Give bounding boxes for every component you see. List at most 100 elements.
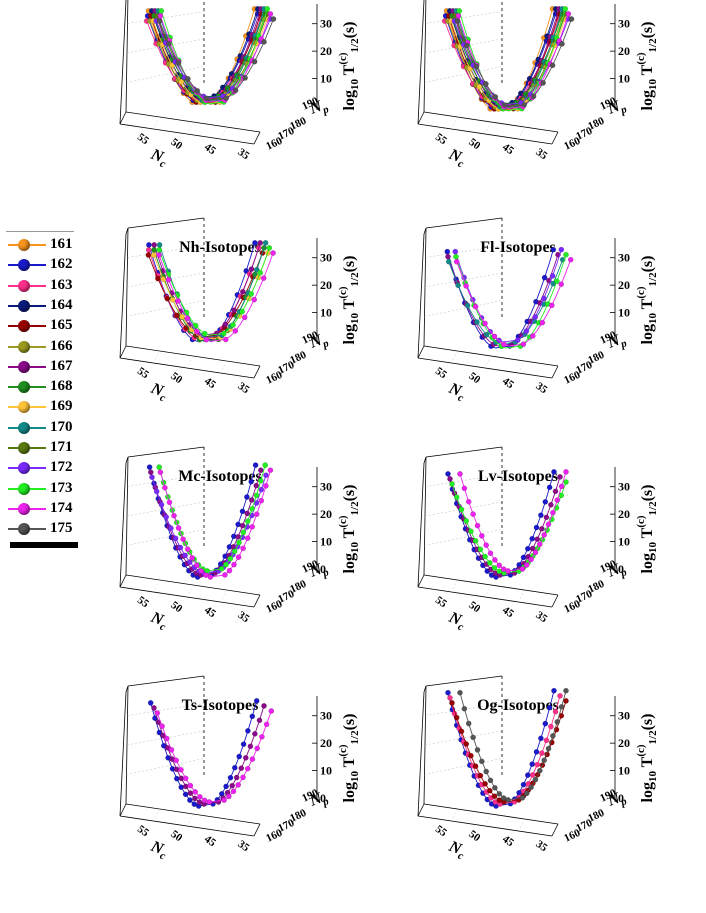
z-label-part: T (639, 527, 656, 542)
x-tick-label: 35 (236, 838, 252, 854)
z-tick-label: 10 (618, 535, 630, 549)
series-point (257, 467, 264, 474)
series-point (171, 512, 177, 519)
x-tick-label: 45 (500, 604, 516, 620)
x-tick-label: 45 (202, 375, 218, 391)
series-point (166, 499, 173, 506)
series-line (455, 8, 563, 110)
series-point (523, 790, 530, 797)
series-point (549, 273, 556, 279)
grid-line (126, 300, 205, 317)
legend-label: 162 (50, 256, 73, 273)
grid-line (425, 11, 503, 24)
x-tick-label: 55 (433, 131, 449, 147)
series-point (247, 743, 254, 750)
series-point (248, 266, 255, 272)
series-point (184, 546, 191, 552)
legend-marker (18, 401, 30, 414)
z-tick-label: 30 (618, 709, 630, 723)
series-point (532, 549, 539, 556)
y-tick-label: 180 (586, 578, 606, 596)
series-point (163, 514, 170, 520)
series-line (156, 710, 272, 803)
series-point (203, 336, 210, 343)
series-point (543, 514, 550, 521)
z-tick-label: 0 (618, 791, 624, 805)
box-edge (125, 456, 129, 464)
series-point (563, 251, 569, 258)
series-point (249, 506, 255, 512)
box-edge (127, 446, 205, 458)
x-axis-label: Nc (146, 838, 170, 863)
box-edge (119, 691, 127, 817)
box-edge (417, 691, 425, 817)
series-point (537, 541, 543, 547)
series-point (252, 240, 258, 246)
series-point (235, 554, 242, 560)
x-tick-label: 45 (202, 833, 218, 849)
series-point (243, 268, 249, 274)
series-point (257, 477, 264, 484)
y-tick-label: 180 (586, 807, 606, 825)
series-point (474, 319, 480, 325)
series-point (445, 471, 451, 477)
series-point (180, 536, 186, 542)
series-point (251, 58, 258, 65)
legend-label: 171 (50, 439, 73, 455)
box-edge (253, 131, 261, 145)
y-label-sub: p (320, 566, 331, 580)
series-point (445, 258, 452, 265)
box-edge (119, 233, 127, 359)
z-axis-label: log10 T(c)1/2(s) (635, 255, 659, 344)
series-point (168, 747, 175, 753)
series-point (253, 482, 260, 489)
x-tick-label: 50 (467, 828, 483, 844)
series-point (465, 720, 472, 727)
series-point (165, 276, 172, 283)
z-tick-label: 20 (618, 507, 630, 521)
series-point (147, 700, 154, 706)
series-point (563, 469, 569, 475)
z-label-part: (c) (337, 515, 349, 528)
grid-line (518, 818, 525, 832)
series-point (479, 758, 485, 765)
z-tick-label: 20 (618, 278, 630, 292)
series-point (232, 328, 239, 334)
legend-entry: 171 (6, 438, 76, 458)
series-line (446, 249, 554, 349)
series-point (268, 708, 275, 714)
series-point (160, 276, 167, 282)
legend-entry: 163 (6, 276, 76, 296)
x-tick-label: 35 (534, 380, 550, 396)
box-edge (425, 217, 503, 229)
series-line (151, 8, 259, 99)
series-point (222, 572, 228, 578)
series-point (453, 258, 460, 265)
series-point (262, 240, 269, 246)
legend-marker (18, 360, 30, 373)
x-tick-label: 35 (236, 609, 252, 625)
series-point (223, 336, 229, 343)
z-label-part: 10 (349, 313, 361, 325)
series-point (196, 799, 203, 805)
y-tick-label: 180 (586, 349, 606, 367)
series-point (194, 328, 200, 335)
grid-line (126, 38, 205, 54)
z-tick-label: 0 (320, 791, 326, 805)
series-point (248, 497, 255, 503)
series-point (253, 511, 260, 517)
series-point (558, 483, 565, 490)
series-point (465, 498, 472, 505)
grid-line (186, 813, 194, 827)
series-point (240, 545, 246, 552)
grid-line (220, 589, 227, 603)
x-tick-label: 50 (169, 136, 185, 152)
series-point (520, 554, 527, 561)
y-label-sub: p (618, 795, 629, 809)
legend-label: 167 (50, 357, 73, 374)
x-label-sub: c (456, 158, 465, 171)
y-label-sub: p (320, 103, 331, 117)
z-tick-label: 30 (320, 251, 332, 265)
